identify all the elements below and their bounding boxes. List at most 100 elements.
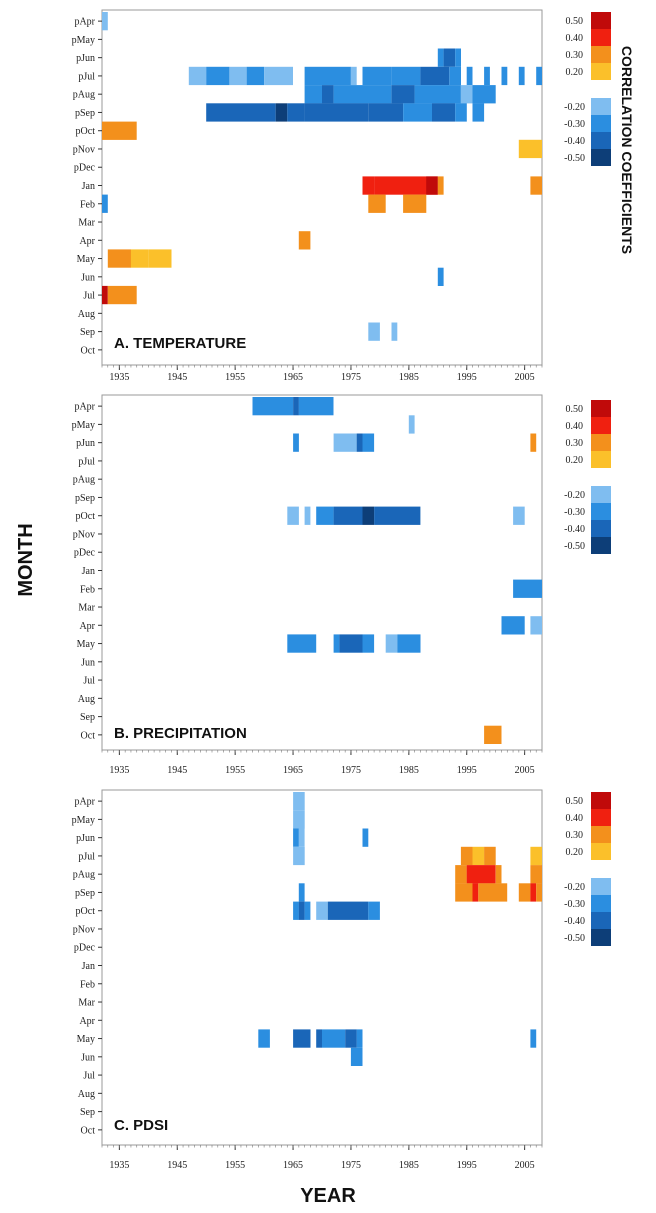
heatmap-cell	[298, 828, 305, 847]
heatmap-cell	[293, 433, 299, 452]
y-tick-label: pApr	[74, 402, 95, 413]
y-tick-label: pSep	[75, 108, 95, 119]
legend-swatch	[591, 503, 611, 520]
heatmap-cell	[391, 85, 415, 104]
y-tick-label: pMay	[72, 815, 95, 826]
legend-swatch	[591, 929, 611, 946]
legend-label: -0.20	[564, 102, 585, 113]
heatmap-cell	[304, 901, 311, 920]
x-tick-label: 1965	[283, 765, 303, 776]
x-tick-label: 1955	[225, 765, 245, 776]
heatmap-cell	[362, 176, 375, 195]
heatmap-cell	[484, 66, 490, 86]
heatmap-cell	[513, 579, 542, 598]
heatmap-cell	[472, 103, 485, 122]
y-tick-label: pAug	[73, 475, 95, 486]
legend-title: CORRELATION COEFFICIENTS	[619, 46, 635, 254]
legend-swatch	[591, 46, 611, 63]
heatmap-cells	[258, 792, 542, 1066]
x-tick-label: 1965	[283, 372, 303, 383]
heatmap-cell	[385, 634, 398, 653]
x-tick-label: 1945	[167, 1160, 187, 1171]
heatmap-cell	[536, 883, 542, 902]
heatmap-cell	[356, 1029, 363, 1048]
heatmap-cell	[246, 66, 265, 86]
heatmap-cell	[333, 506, 363, 525]
heatmap-cell	[362, 433, 375, 452]
heatmap-cell	[316, 506, 334, 525]
y-tick-label: pJul	[78, 456, 95, 467]
heatmap-cell	[530, 433, 537, 452]
heatmap-cell	[316, 1029, 322, 1048]
panel-title: B. PRECIPITATION	[114, 725, 247, 742]
legend-label: 0.30	[566, 50, 584, 61]
heatmap-cells	[102, 12, 542, 341]
heatmap-cell	[333, 433, 357, 452]
heatmap-cell	[298, 901, 305, 920]
x-tick-label: 1945	[167, 765, 187, 776]
heatmap-cell	[293, 792, 305, 811]
legend-label: 0.40	[566, 421, 584, 432]
y-tick-label: pNov	[73, 529, 95, 540]
heatmap-cell	[102, 285, 108, 305]
y-tick-label: Oct	[81, 1125, 96, 1136]
y-tick-label: Mar	[78, 218, 95, 229]
heatmap-cell	[322, 85, 334, 104]
y-tick-label: pApr	[74, 17, 95, 28]
heatmap-cell	[206, 103, 276, 122]
y-tick-label: Feb	[80, 584, 95, 595]
y-tick-label: pDec	[74, 163, 96, 174]
y-tick-label: Feb	[80, 979, 95, 990]
legend-swatch	[591, 98, 611, 115]
heatmap-cell	[495, 865, 502, 884]
heatmap-cell	[102, 194, 108, 213]
y-tick-label: Jan	[82, 961, 95, 972]
heatmap-cell	[501, 66, 508, 86]
color-legend-3: 0.50 0.40 0.30 0.20 -0.20 -0.30 -0.40 -0.50	[564, 792, 611, 946]
heatmap-cell	[518, 139, 542, 159]
legend-swatch	[591, 486, 611, 503]
heatmap-cell	[403, 194, 427, 213]
y-tick-label: Jan	[82, 181, 95, 192]
y-tick-label: pAug	[73, 90, 95, 101]
heatmap-cell	[460, 85, 473, 104]
legend-label: -0.50	[564, 153, 585, 164]
x-tick-label: 1985	[399, 1160, 419, 1171]
heatmap-cell	[148, 249, 172, 268]
y-tick-label: pJun	[76, 833, 95, 844]
y-tick-label: Jul	[83, 1071, 95, 1082]
x-tick-label: 1955	[225, 1160, 245, 1171]
legend-label: 0.50	[566, 796, 584, 807]
plot-frame	[101, 394, 543, 751]
x-tick-label: 1975	[341, 765, 361, 776]
heatmap-cell	[530, 865, 542, 884]
panel-title: A. TEMPERATURE	[114, 335, 246, 352]
heatmap-cell	[339, 634, 363, 653]
heatmap-cell	[455, 865, 467, 884]
x-tick-label: 1935	[109, 765, 129, 776]
heatmap-cell	[298, 397, 334, 416]
y-tick-label: Apr	[79, 1016, 95, 1027]
heatmap-cell	[304, 506, 311, 525]
legend-label: 0.20	[566, 455, 584, 466]
color-legend-2: 0.50 0.40 0.30 0.20 -0.20 -0.30 -0.40 -0.50	[564, 400, 611, 554]
heatmap-cell	[472, 846, 485, 866]
y-tick-label: Apr	[79, 236, 95, 247]
legend-label: -0.20	[564, 490, 585, 501]
heatmap-cell	[414, 85, 432, 104]
color-legend-1: 0.50 0.40 0.30 0.20 -0.20 -0.30 -0.40 -0.50	[564, 12, 611, 166]
panels: pApr pMay pJun pJul pAug pSep pOct pNov pDec Jan F…	[72, 9, 543, 1171]
x-tick-label: 1965	[283, 1160, 303, 1171]
heatmap-cell	[530, 846, 542, 866]
legend-swatch	[591, 809, 611, 826]
x-tick-label: 1935	[109, 372, 129, 383]
heatmap-cell	[530, 883, 537, 902]
legend-label: -0.20	[564, 882, 585, 893]
heatmap-cell	[530, 616, 542, 635]
heatmap-cell	[275, 103, 288, 122]
heatmap-cell	[287, 634, 317, 653]
heatmap-cell	[368, 322, 380, 341]
x-tick-label: 1975	[341, 372, 361, 383]
heatmap-cell	[293, 828, 299, 847]
heatmap-cell	[478, 883, 508, 902]
